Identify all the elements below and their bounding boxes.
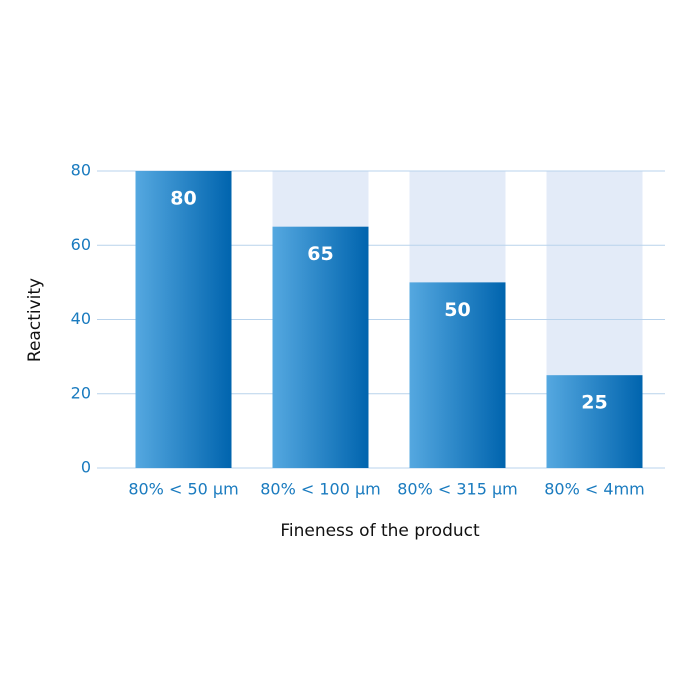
y-tick-label: 40	[71, 309, 91, 328]
bar	[135, 171, 232, 468]
value-label: 80	[170, 188, 196, 210]
bar	[409, 282, 506, 468]
x-tick-label: 80% < 4mm	[544, 480, 645, 499]
x-axis-title: Fineness of the product	[280, 521, 480, 541]
value-label: 50	[444, 299, 470, 321]
y-tick-label: 0	[81, 458, 91, 477]
bar	[272, 226, 369, 468]
x-tick-label: 80% < 50 µm	[128, 480, 238, 499]
value-label: 25	[581, 392, 607, 414]
x-tick-label: 80% < 100 µm	[260, 480, 381, 499]
y-tick-label: 20	[71, 383, 91, 402]
y-tick-label: 60	[71, 235, 91, 254]
y-tick-label: 80	[71, 161, 91, 180]
bar	[546, 375, 643, 468]
x-tick-label: 80% < 315 µm	[397, 480, 518, 499]
y-axis-title: Reactivity	[25, 278, 45, 362]
value-label: 65	[307, 243, 333, 265]
